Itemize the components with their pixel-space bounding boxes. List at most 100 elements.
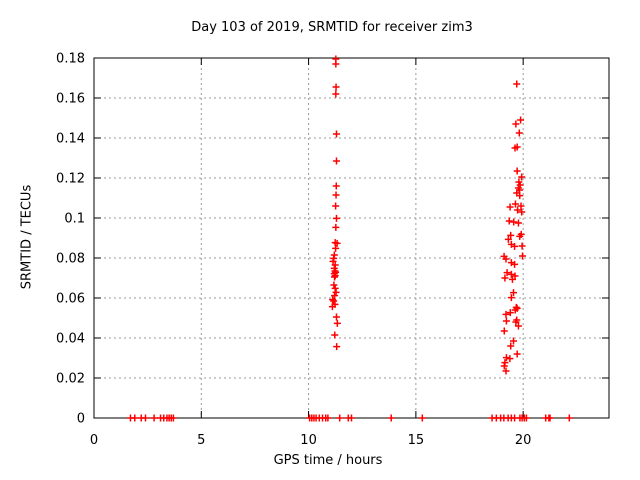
axis-ticks [93, 57, 609, 419]
data-point [502, 317, 510, 325]
data-point [511, 200, 519, 208]
data-point [516, 232, 524, 240]
y-tick-label: 0.14 [56, 132, 85, 147]
data-point [332, 223, 340, 231]
data-point [418, 414, 426, 422]
data-point [332, 288, 340, 296]
data-point [332, 157, 340, 165]
data-point [514, 219, 522, 227]
y-tick-label: 0.06 [56, 292, 85, 307]
data-point [506, 203, 514, 211]
data-point [331, 284, 339, 292]
data-point [522, 414, 530, 422]
data-point [331, 292, 339, 300]
data-point [514, 206, 522, 214]
data-point [502, 310, 510, 318]
x-tick-label: 10 [300, 433, 317, 448]
data-point [348, 414, 355, 422]
data-point [332, 182, 340, 190]
data-point [328, 303, 336, 311]
y-tick-label: 0.16 [56, 92, 85, 107]
y-tick-label: 0.02 [56, 372, 85, 387]
data-point [505, 217, 513, 225]
data-point [515, 129, 523, 137]
data-point [332, 191, 340, 199]
data-point [329, 296, 337, 304]
data-point [511, 144, 519, 152]
data-point [333, 343, 341, 351]
data-point [546, 414, 554, 422]
data-point [131, 414, 139, 422]
data-point [500, 362, 508, 370]
data-point [518, 242, 526, 250]
data-point [518, 173, 526, 181]
data-point [512, 120, 520, 128]
data-point [502, 354, 510, 362]
data-point [511, 242, 519, 250]
data-point [169, 414, 177, 422]
data-point [331, 331, 339, 339]
data-point [142, 414, 149, 422]
data-point [387, 414, 395, 422]
data-point [332, 90, 340, 98]
y-tick-label: 0.18 [56, 52, 85, 67]
data-point [502, 255, 510, 263]
plot-border [93, 57, 610, 419]
data-point [519, 252, 527, 260]
x-tick-label: 0 [90, 433, 98, 448]
x-tick-labels: 0 5 10 15 20 [90, 433, 532, 448]
data-point [332, 60, 340, 68]
data-point [501, 274, 509, 282]
data-point [332, 244, 340, 252]
data-point [502, 367, 510, 375]
data-point [331, 273, 339, 281]
data-point [565, 414, 573, 422]
y-tick-label: 0.08 [56, 252, 85, 267]
data-point [332, 83, 340, 91]
data-point [324, 414, 332, 422]
x-tick-label: 5 [197, 433, 205, 448]
data-point [506, 309, 514, 317]
y-tick-labels: 0 0.02 0.04 0.06 0.08 0.1 0.12 0.14 0.16 0.18 [56, 52, 85, 427]
y-tick-label: 0 [77, 412, 85, 427]
data-point [329, 257, 337, 265]
y-tick-label: 0.04 [56, 332, 85, 347]
data-point [332, 130, 340, 138]
data-point [513, 167, 521, 175]
data-point [332, 202, 340, 210]
data-point [332, 313, 340, 321]
data-point [508, 275, 516, 283]
data-point [510, 337, 518, 345]
data-point [330, 281, 338, 289]
data-point [518, 208, 526, 216]
x-tick-label: 20 [515, 433, 532, 448]
data-point [150, 414, 158, 422]
data-point [507, 231, 515, 239]
data-point [513, 80, 521, 88]
data-point [512, 318, 520, 326]
data-point [513, 350, 521, 358]
data-point [510, 289, 518, 297]
data-point [333, 319, 341, 327]
data-point [331, 261, 339, 269]
series-SRMTID [126, 55, 573, 422]
x-axis-label: GPS time / hours [273, 453, 383, 468]
data-point [507, 270, 515, 278]
gridlines [94, 58, 609, 418]
data-point [516, 192, 524, 200]
chart-title: Day 103 of 2019, SRMTID for receiver zim… [191, 20, 473, 35]
data-point [507, 294, 515, 302]
data-point [511, 306, 519, 314]
data-point [510, 218, 518, 226]
x-tick-label: 15 [408, 433, 425, 448]
data-point [514, 322, 522, 330]
data-point [511, 260, 519, 268]
data-point [507, 342, 515, 350]
data-point [506, 355, 514, 363]
data-point [330, 297, 338, 305]
data-point [332, 214, 340, 222]
y-tick-label: 0.1 [64, 212, 85, 227]
data-point [517, 116, 525, 124]
